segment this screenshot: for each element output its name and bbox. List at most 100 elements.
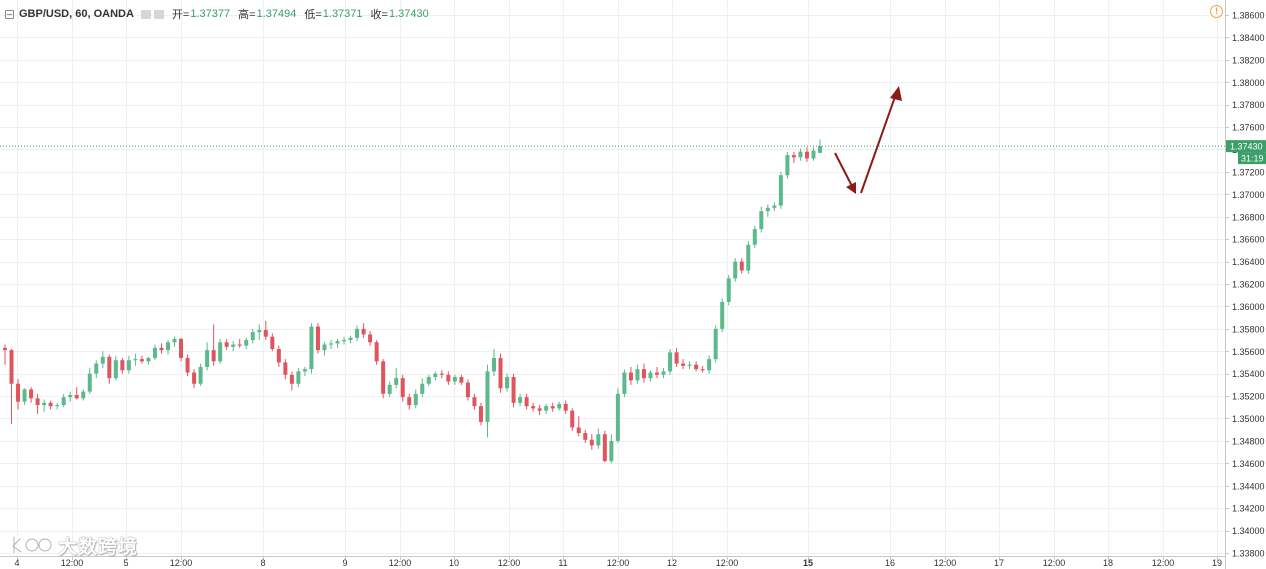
y-tick-label: 1.35000 <box>1232 414 1265 424</box>
low-label: 低= <box>304 9 322 21</box>
x-tick-label: 19 <box>1212 558 1222 568</box>
candle-body <box>61 397 66 406</box>
candle-body <box>681 363 686 366</box>
candle-body <box>550 406 555 409</box>
candle-body <box>133 359 138 361</box>
candle-body <box>172 338 177 343</box>
candle-body <box>739 261 744 271</box>
x-tick-label: 17 <box>994 558 1004 568</box>
candle-body <box>413 393 418 406</box>
y-tick-label: 1.35800 <box>1232 324 1265 334</box>
x-tick-label: 11 <box>558 558 567 568</box>
candle-body <box>668 352 673 372</box>
candle-body <box>785 155 790 176</box>
candle-body <box>615 393 620 441</box>
candle-body <box>29 389 34 399</box>
last-price-tag <box>1226 140 1266 153</box>
collapse-legend-icon[interactable] <box>5 9 14 19</box>
y-tick-label: 1.38000 <box>1232 78 1265 88</box>
candle-body <box>720 301 725 329</box>
x-tick-label: 12:00 <box>607 558 630 568</box>
candle-body <box>100 356 105 364</box>
x-tick-label: 9 <box>342 558 347 568</box>
x-tick-label: 4 <box>14 558 19 568</box>
symbol-label[interactable]: GBP/USD, 60, OANDA <box>19 8 134 20</box>
candle-body <box>263 329 268 337</box>
forecast-arrowhead-up <box>890 86 902 101</box>
y-tick-label: 1.35200 <box>1232 392 1265 402</box>
y-tick-label: 1.34800 <box>1232 436 1265 446</box>
y-tick-label: 1.37800 <box>1232 100 1265 110</box>
candle-body <box>622 372 627 394</box>
candle-body <box>537 408 542 411</box>
candle-body <box>322 344 327 351</box>
candle-body <box>94 363 99 374</box>
candle-body <box>492 357 496 372</box>
x-tick-label: 15 <box>803 558 813 568</box>
candle-body <box>302 369 307 372</box>
y-tick-label: 1.36600 <box>1232 235 1265 245</box>
candle-body <box>576 427 581 434</box>
candle-body <box>244 340 249 346</box>
candle-body <box>152 347 157 358</box>
candle-body <box>778 175 783 206</box>
candle-body <box>472 397 477 407</box>
x-tick-label: 5 <box>123 558 128 568</box>
candle-body <box>661 371 666 375</box>
candle-body <box>374 342 379 362</box>
settings-icon[interactable] <box>140 9 151 19</box>
y-tick-label: 1.37200 <box>1232 167 1265 177</box>
candle-body <box>648 372 653 379</box>
candle-body <box>726 278 731 302</box>
candle-body <box>231 344 236 347</box>
candle-body <box>55 405 60 407</box>
y-tick-label: 1.37600 <box>1232 123 1265 133</box>
alert-icon[interactable]: ! <box>1210 5 1223 18</box>
candle-body <box>126 360 131 371</box>
candle-body <box>87 373 92 392</box>
candle-body <box>42 402 47 406</box>
y-tick-label: 1.38200 <box>1232 55 1265 65</box>
candle-body <box>609 440 614 462</box>
candle-body <box>394 378 399 385</box>
candle-body <box>583 433 588 440</box>
candle-body <box>16 383 21 402</box>
last-price-label: 1.37430 <box>1230 142 1263 152</box>
candle-body <box>420 383 425 394</box>
candle-body <box>791 155 796 158</box>
candle-body <box>765 207 770 212</box>
candle-body <box>192 372 197 384</box>
y-tick-label: 1.34000 <box>1232 526 1265 536</box>
candle-body <box>733 261 738 279</box>
candle-body <box>3 347 7 351</box>
candle-body <box>335 341 340 344</box>
candle-body <box>179 338 184 358</box>
forecast-arrowhead-down <box>846 182 856 194</box>
candle-body <box>452 377 457 382</box>
y-tick-label: 1.34600 <box>1232 459 1265 469</box>
y-tick-label: 1.33800 <box>1232 549 1265 559</box>
candle-body <box>113 360 118 379</box>
candle-body <box>250 332 255 341</box>
y-tick-label: 1.38600 <box>1232 11 1265 21</box>
candle-body <box>211 350 216 362</box>
candle-body <box>146 357 151 362</box>
candle-body <box>511 377 516 403</box>
close-value: 1.37430 <box>388 8 429 20</box>
hide-icon[interactable] <box>153 9 164 19</box>
candle-body <box>602 434 607 462</box>
candle-body <box>276 349 281 363</box>
candle-body <box>459 377 464 383</box>
candle-body <box>531 406 536 409</box>
candle-body <box>746 244 751 271</box>
candle-body <box>752 229 757 245</box>
x-tick-label: 12:00 <box>170 558 193 568</box>
candle-body <box>368 334 373 343</box>
candle-body <box>342 340 347 342</box>
candle-body <box>713 328 718 360</box>
x-tick-label: 12:00 <box>716 558 739 568</box>
candle-body <box>185 357 190 373</box>
candle-body <box>524 397 529 407</box>
